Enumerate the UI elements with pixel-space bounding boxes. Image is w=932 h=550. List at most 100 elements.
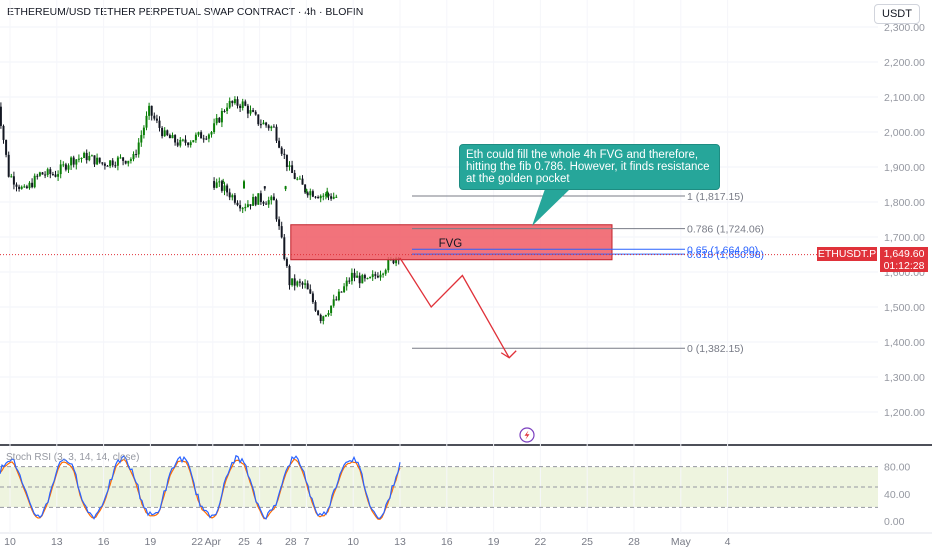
candle-body: [181, 139, 184, 141]
fib-label: 0.618 (1,650.98): [687, 249, 764, 261]
candle-body: [223, 185, 226, 191]
candle-body: [36, 175, 39, 177]
candle-body: [278, 219, 281, 227]
annotation-callout[interactable]: Eth could fill the whole 4h FVG and ther…: [459, 144, 720, 190]
candle-body: [284, 186, 287, 190]
candle-body: [314, 302, 317, 311]
candle-body: [384, 270, 387, 274]
x-tick-label: 16: [98, 536, 110, 548]
candle-body: [210, 132, 213, 135]
candle-body: [205, 138, 208, 140]
candle-body: [270, 126, 273, 129]
candle-body: [249, 204, 252, 206]
chart-title: ETHEREUM/USD TETHER PERPETUAL SWAP CONTR…: [7, 6, 363, 18]
rsi-title: Stoch RSI (3, 3, 14, 14, close): [6, 452, 139, 463]
x-tick-label: 25: [238, 536, 250, 548]
candle-body: [353, 272, 356, 278]
candle-body: [46, 169, 49, 175]
candle-body: [189, 142, 192, 146]
candle-body: [267, 125, 270, 129]
candle-body: [267, 200, 270, 205]
x-tick-label: 19: [145, 536, 157, 548]
candle-body: [293, 278, 296, 286]
rsi-tick-label: 0.00: [884, 516, 905, 528]
candle-body: [311, 293, 314, 303]
candle-body: [371, 274, 374, 278]
candle-body: [213, 181, 216, 188]
candle-body: [64, 164, 67, 170]
candle-body: [23, 186, 26, 188]
candle-body: [137, 142, 140, 155]
candle-body: [33, 175, 36, 188]
candle-body: [207, 134, 210, 139]
candle-body: [345, 280, 348, 287]
main-pane[interactable]: [0, 0, 878, 444]
candle-body: [288, 165, 291, 167]
projection-layer[interactable]: [399, 257, 517, 359]
candle-body: [236, 202, 239, 206]
candle-body: [171, 135, 174, 139]
candle-body: [275, 200, 278, 220]
candle-body: [184, 139, 187, 143]
candle-body: [179, 139, 182, 146]
candle-body: [129, 159, 132, 161]
candle-body: [51, 174, 54, 176]
candle-body: [231, 100, 234, 104]
candle-body: [62, 164, 65, 166]
x-tick-label: 28: [628, 536, 640, 548]
candle-body: [327, 313, 330, 316]
candle-body: [236, 99, 239, 106]
candle-body: [319, 314, 322, 321]
candle-body: [254, 196, 257, 205]
price-axis[interactable]: 2,300.00 2,200.00 2,100.00 2,000.00 1,900.00…: [884, 22, 925, 419]
candle-body: [127, 160, 130, 164]
currency-button[interactable]: USDT: [874, 4, 920, 24]
candle-body: [283, 153, 286, 155]
candle-body: [309, 289, 312, 294]
candle-body: [213, 123, 216, 133]
candle-body: [330, 196, 333, 199]
time-axis[interactable]: 10 13 16 19 22 25 28 Apr 4 7 10 13 16 19 22 25 28 May 4: [4, 536, 731, 548]
candle-body: [272, 196, 275, 201]
lightning-icon[interactable]: [519, 427, 535, 443]
candle-body: [228, 192, 231, 198]
candle-body: [275, 126, 278, 141]
candle-body: [324, 315, 327, 317]
candle-body: [335, 196, 338, 198]
candle-body: [301, 178, 304, 185]
candle-body: [306, 283, 309, 290]
candle-body: [246, 105, 249, 114]
x-tick-label: 19: [488, 536, 500, 548]
candle-body: [54, 174, 57, 177]
candle-body: [306, 192, 309, 196]
candle-body: [153, 115, 156, 119]
candle-body: [7, 154, 10, 177]
candle-body: [257, 193, 260, 205]
candle-body: [75, 159, 78, 165]
candle-body: [392, 258, 395, 264]
candle-body: [327, 193, 330, 197]
candle-body: [218, 181, 221, 183]
candle-body: [67, 165, 70, 170]
candle-body: [326, 191, 329, 197]
grid-layer: [0, 26, 878, 413]
candle-body: [10, 176, 13, 178]
candle-body: [220, 110, 223, 123]
rsi-k-line: [0, 454, 401, 520]
candle-body: [324, 193, 327, 196]
candle-body: [163, 130, 166, 137]
candle-body: [174, 135, 177, 143]
candle-body: [311, 191, 314, 197]
candle-body: [200, 132, 203, 139]
x-tick-label: 13: [51, 536, 63, 548]
candle-body: [31, 182, 34, 188]
candle-body: [337, 291, 340, 300]
candle-body: [111, 160, 114, 166]
fib-layer[interactable]: 1 (1,817.15) 0.786 (1,724.06) 0.65 (1,664.…: [0, 191, 878, 355]
candle-layer: [0, 96, 400, 325]
candle-body: [215, 182, 218, 188]
candle-body: [280, 226, 283, 238]
candle-body: [49, 169, 52, 175]
candle-body: [228, 100, 231, 108]
